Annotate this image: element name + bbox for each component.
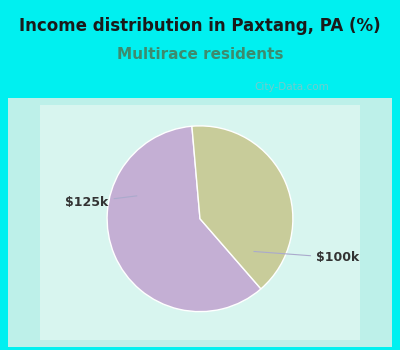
Wedge shape [107, 126, 261, 312]
Wedge shape [192, 126, 293, 289]
Text: City-Data.com: City-Data.com [255, 83, 329, 92]
Text: $100k: $100k [254, 251, 359, 264]
Text: Income distribution in Paxtang, PA (%): Income distribution in Paxtang, PA (%) [19, 17, 381, 35]
FancyBboxPatch shape [8, 98, 392, 346]
Text: $125k: $125k [65, 196, 137, 209]
FancyBboxPatch shape [40, 105, 360, 340]
Text: Multirace residents: Multirace residents [117, 47, 283, 62]
